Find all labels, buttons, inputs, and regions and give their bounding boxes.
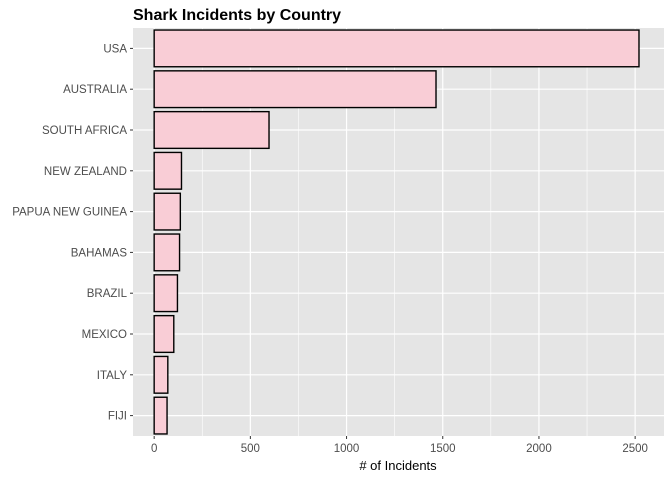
y-tick-label: AUSTRALIA <box>63 84 127 96</box>
bar-south-africa <box>153 110 270 150</box>
x-tick-label: 1500 <box>430 443 456 455</box>
y-tick-label: USA <box>103 43 127 55</box>
x-axis-label: # of Incidents <box>359 458 437 473</box>
bar-fiji <box>153 396 168 435</box>
chart-title: Shark Incidents by Country <box>133 7 341 24</box>
y-tick-label: BAHAMAS <box>71 247 128 259</box>
bar-bahamas <box>153 233 181 272</box>
x-tick-label: 0 <box>151 443 157 455</box>
bar-brazil <box>153 274 179 313</box>
bars <box>153 29 640 435</box>
bar-australia <box>153 70 437 109</box>
y-tick-label: BRAZIL <box>87 288 128 300</box>
x-axis: 0 500 1000 1500 2000 2500 <box>151 436 648 455</box>
x-tick-label: 2500 <box>622 443 648 455</box>
bar-usa <box>153 29 640 68</box>
bar-mexico <box>153 314 175 354</box>
x-tick-label: 2000 <box>526 443 552 455</box>
y-tick-label: PAPUA NEW GUINEA <box>12 207 127 219</box>
y-axis: USA AUSTRALIA SOUTH AFRICA NEW ZEALAND PAPUA… <box>12 43 133 423</box>
bar-italy <box>153 355 169 394</box>
x-tick-label: 1000 <box>334 443 360 455</box>
y-tick-label: ITALY <box>97 370 128 382</box>
y-tick-label: SOUTH AFRICA <box>42 125 127 137</box>
bar-papua-new-guinea <box>153 192 182 231</box>
x-tick-label: 500 <box>241 443 260 455</box>
bar-new-zealand <box>153 151 183 190</box>
y-tick-label: MEXICO <box>82 329 127 341</box>
y-tick-label: NEW ZEALAND <box>44 166 127 178</box>
y-tick-label: FIJI <box>108 411 127 423</box>
